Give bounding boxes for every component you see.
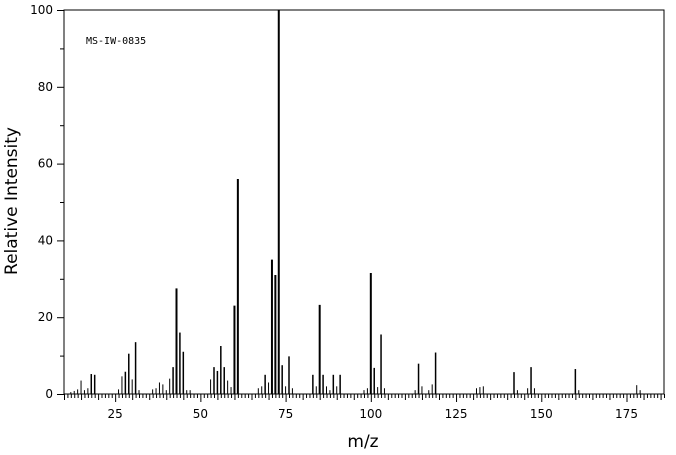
- y-tick-label: 60: [38, 157, 53, 171]
- x-axis-label: m/z: [347, 432, 378, 452]
- x-tick-label: 25: [107, 407, 122, 421]
- x-tick-label: 125: [445, 407, 468, 421]
- x-tick-label: 175: [615, 407, 638, 421]
- x-tick-label: 100: [359, 407, 382, 421]
- y-axis-label: Relative Intensity: [2, 127, 22, 275]
- x-tick-label: 50: [193, 407, 208, 421]
- y-tick-label: 100: [30, 3, 53, 17]
- peaks-group: [70, 10, 641, 394]
- x-axis-ticks: 25 50 75 100 125 150 175: [64, 394, 665, 421]
- y-axis-ticks: 0 20 40 60 80 100: [30, 3, 64, 401]
- x-tick-label: 150: [530, 407, 553, 421]
- y-tick-label: 40: [38, 233, 53, 247]
- y-tick-label: 20: [38, 310, 53, 324]
- y-tick-label: 80: [38, 80, 53, 94]
- plot-frame: [63, 9, 665, 395]
- x-tick-label: 75: [278, 407, 293, 421]
- spectrum-id-annotation: MS-IW-0835: [86, 36, 146, 47]
- y-tick-label: 0: [45, 387, 53, 401]
